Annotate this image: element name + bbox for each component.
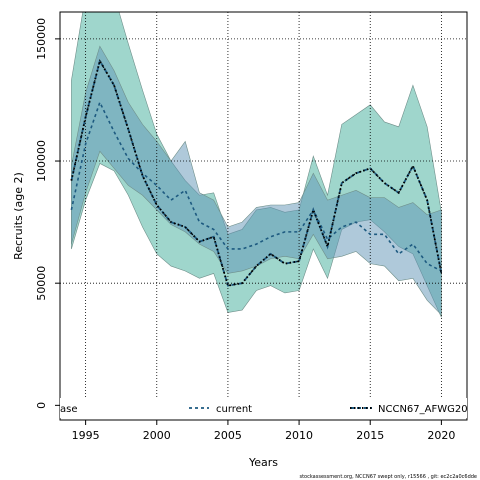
x-tick-label: 2005	[214, 429, 242, 442]
legend-box	[60, 398, 467, 418]
series-line-NCCN67_AFWG20-overlay	[70, 58, 443, 287]
x-tick-label: 2000	[143, 429, 171, 442]
legend-label: ase	[60, 404, 78, 415]
legend-label: current	[216, 404, 252, 415]
band-current	[71, 45, 442, 316]
legend-label: NCCN67_AFWG20	[378, 404, 468, 415]
x-tick-label: 1995	[72, 429, 100, 442]
x-tick-label: 2020	[427, 429, 455, 442]
x-axis: 1995 2000 2005 2010 2015 2020	[72, 420, 455, 442]
x-tick-label: 2010	[285, 429, 313, 442]
y-tick-label: 150000	[35, 18, 48, 60]
legend: ase current NCCN67_AFWG20	[60, 398, 468, 418]
footnote: stockassessment.org, NCCN67 swept only, …	[299, 474, 477, 480]
y-axis: 0 50000 100000 150000	[35, 18, 60, 409]
series-line-current	[70, 100, 442, 272]
y-tick-label: 100000	[35, 140, 48, 182]
y-tick-label: 50000	[35, 266, 48, 301]
y-tick-label: 0	[35, 402, 48, 409]
confidence-bands	[71, 12, 442, 318]
plot-frame	[59, 11, 468, 421]
x-tick-label: 2015	[356, 429, 384, 442]
y-axis-title: Recruits (age 2)	[12, 172, 25, 260]
series-lines	[70, 58, 443, 287]
x-axis-title: Years	[248, 456, 278, 469]
